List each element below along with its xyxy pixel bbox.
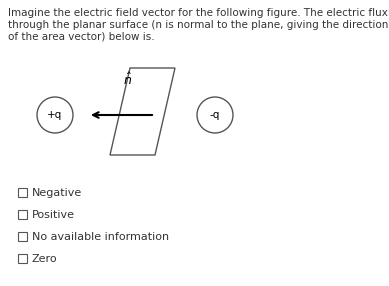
Text: No available information: No available information: [32, 231, 169, 241]
Text: Positive: Positive: [32, 210, 75, 219]
Circle shape: [37, 97, 73, 133]
Text: Imagine the electric field vector for the following figure. The electric flux
th: Imagine the electric field vector for th…: [8, 8, 388, 41]
Text: Zero: Zero: [32, 253, 58, 263]
Text: -q: -q: [210, 110, 220, 120]
Circle shape: [197, 97, 233, 133]
Bar: [18, 253, 27, 263]
Bar: [18, 188, 27, 196]
Polygon shape: [110, 68, 175, 155]
Text: Negative: Negative: [32, 188, 82, 198]
Bar: [18, 231, 27, 241]
Bar: [18, 210, 27, 219]
Text: $\hat{n}$: $\hat{n}$: [123, 72, 133, 88]
Text: +q: +q: [47, 110, 63, 120]
